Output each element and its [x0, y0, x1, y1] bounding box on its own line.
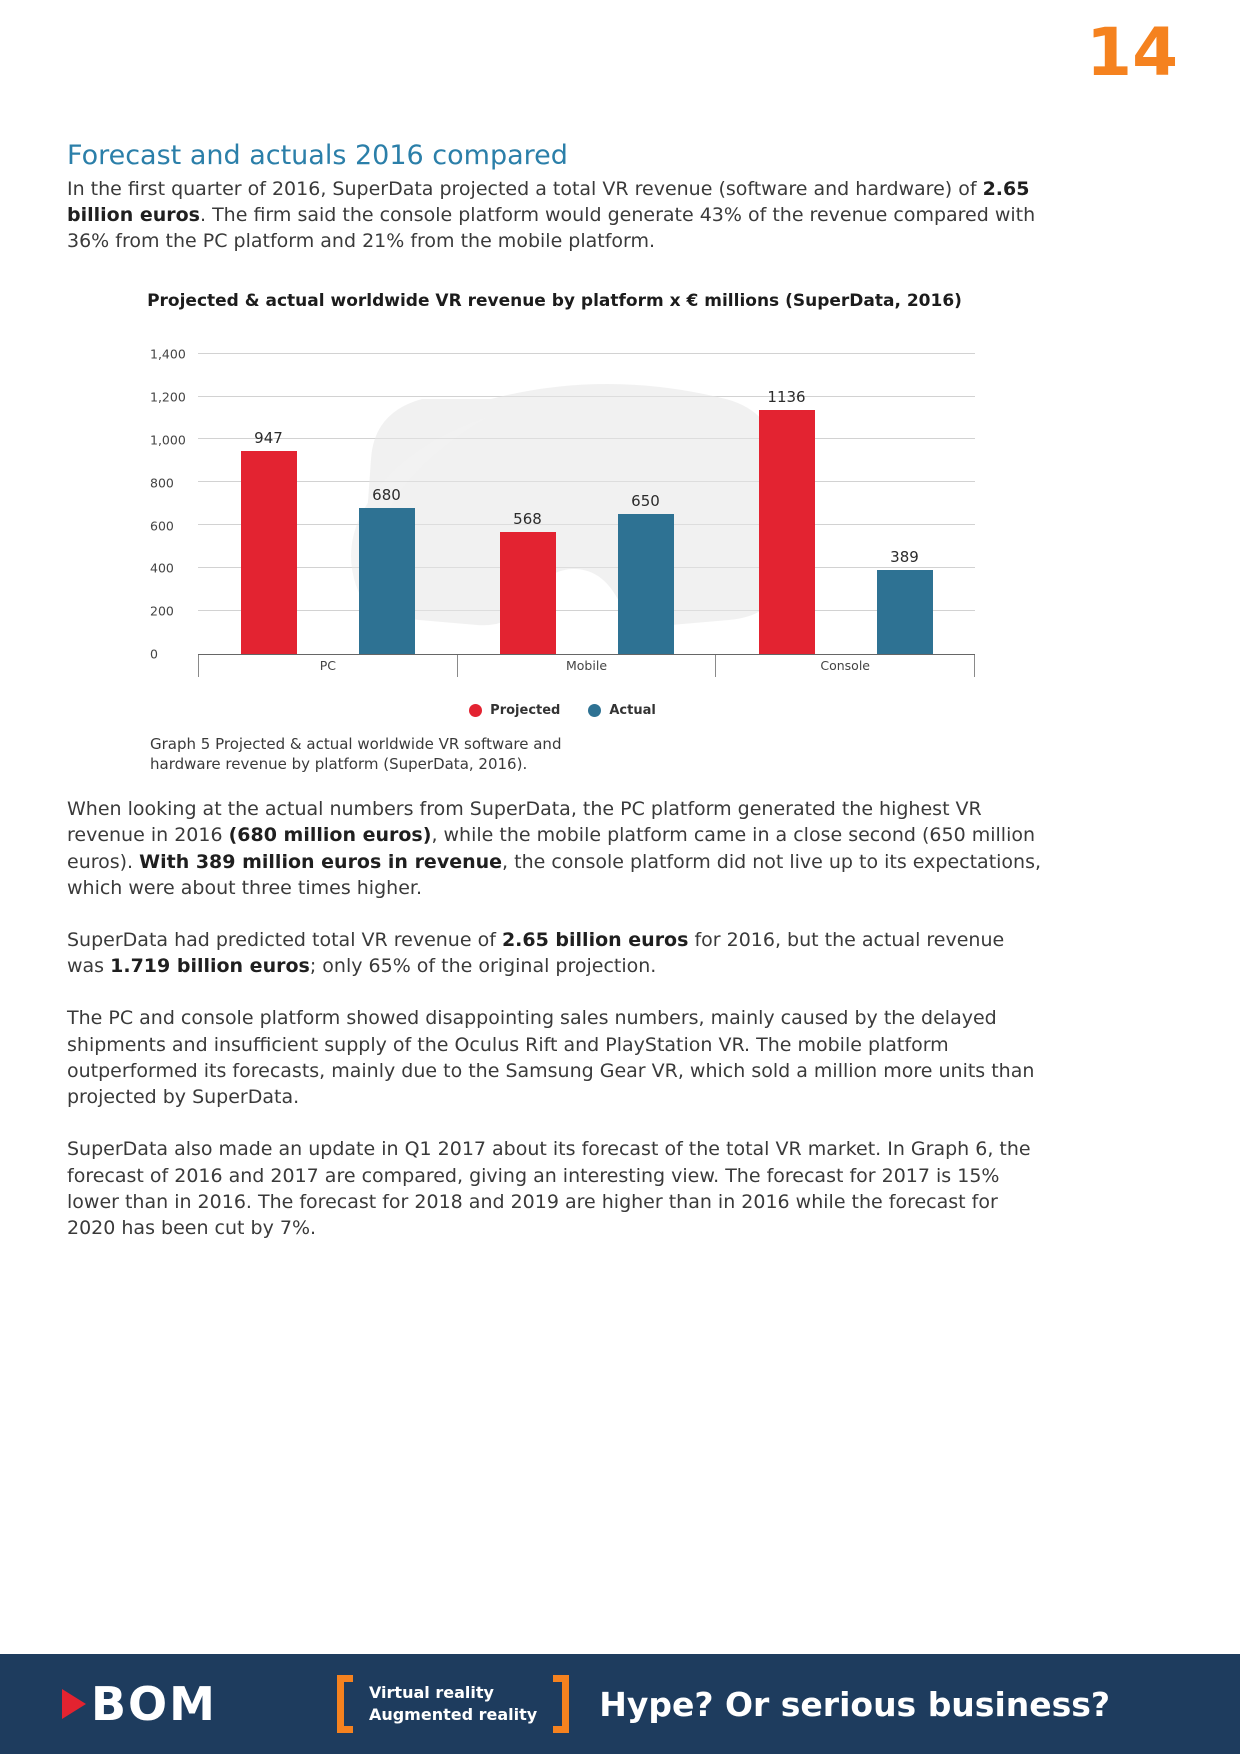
legend-item-projected: Projected: [469, 703, 560, 718]
bar-projected-mobile: [499, 531, 556, 654]
page-content: Forecast and actuals 2016 compared In th…: [67, 140, 1042, 1241]
chart-group-mobile: 568 650: [457, 355, 716, 654]
tagline-line2: Augmented reality: [368, 1705, 538, 1724]
y-tick-label: 400: [150, 560, 174, 576]
chart-legend: Projected Actual: [150, 703, 975, 718]
bar-actual-console: [876, 570, 933, 654]
footer-headline: Hype? Or serious business?: [599, 1684, 1111, 1724]
bom-logo: BOM: [62, 1681, 217, 1727]
bracket-left-icon: [336, 1675, 353, 1733]
legend-item-actual: Actual: [588, 702, 656, 718]
y-tick-label: 200: [150, 603, 174, 619]
bar-column: 680: [358, 485, 415, 654]
footer-tagline: Virtual reality Augmented reality: [336, 1675, 570, 1733]
x-axis-label-console: Console: [715, 654, 974, 677]
page-number: 14: [1086, 14, 1178, 91]
gridline: [198, 609, 975, 611]
bar-actual-pc: [358, 507, 415, 654]
paragraph-4: SuperData also made an update in Q1 2017…: [67, 1138, 1031, 1239]
bar-actual-mobile: [617, 514, 674, 654]
section-heading: Forecast and actuals 2016 compared: [67, 140, 568, 171]
paragraph-3: The PC and console platform showed disap…: [67, 1007, 1035, 1109]
body-text: When looking at the actual numbers from …: [67, 796, 1042, 1241]
y-tick-label: 1,400: [150, 346, 186, 362]
gridline: [198, 352, 975, 354]
legend-label: Actual: [609, 702, 656, 718]
bar-column: 947: [240, 428, 297, 654]
y-tick-label: 600: [150, 517, 174, 533]
footer: BOM Virtual reality Augmented reality Hy…: [0, 1654, 1240, 1754]
chart-bars: 947 680 568 650 1136 389: [198, 355, 975, 654]
legend-dot-actual: [588, 703, 602, 717]
bar-column: 650: [617, 492, 674, 654]
bar-value-label: 1136: [767, 388, 806, 407]
tagline-text: Virtual reality Augmented reality: [353, 1682, 553, 1725]
y-tick-label: 1,200: [150, 389, 186, 405]
legend-dot-projected: [469, 703, 483, 717]
chart-caption: Graph 5 Projected & actual worldwide VR …: [150, 734, 562, 773]
bar-projected-pc: [240, 450, 297, 654]
intro-paragraph: In the first quarter of 2016, SuperData …: [67, 178, 1036, 253]
bar-value-label: 947: [254, 428, 283, 447]
bar-value-label: 389: [890, 548, 919, 567]
chart-group-pc: 947 680: [198, 355, 457, 654]
bar-value-label: 568: [513, 509, 542, 528]
bar-column: 1136: [758, 388, 815, 654]
tagline-line1: Virtual reality: [368, 1683, 494, 1703]
y-tick-label: 0: [150, 646, 158, 662]
bom-logo-triangle-icon: [62, 1689, 86, 1719]
x-axis-label-pc: PC: [198, 654, 457, 677]
paragraph-2: SuperData had predicted total VR revenue…: [67, 929, 1005, 978]
chart: Projected & actual worldwide VR revenue …: [67, 291, 1042, 775]
legend-label: Projected: [490, 702, 561, 718]
chart-plot: 947 680 568 650 1136 389: [198, 352, 975, 655]
y-tick-label: 800: [150, 474, 174, 490]
y-tick-label: 1,000: [150, 432, 186, 448]
bracket-right-icon: [553, 1675, 570, 1733]
bar-value-label: 680: [372, 485, 401, 504]
chart-area: 1,400 1,200 1,000 800 600 400 200 0 947 680 568 65…: [150, 348, 975, 718]
chart-title: Projected & actual worldwide VR revenue …: [147, 290, 962, 311]
paragraph-1: When looking at the actual numbers from …: [67, 798, 1042, 899]
bom-logo-text: BOM: [91, 1677, 217, 1731]
bar-column: 389: [876, 548, 933, 654]
x-axis-label-mobile: Mobile: [456, 654, 716, 677]
bar-value-label: 650: [631, 492, 660, 511]
bar-projected-console: [758, 410, 815, 654]
chart-y-axis: 1,400 1,200 1,000 800 600 400 200 0: [150, 348, 198, 660]
bar-column: 568: [499, 509, 556, 654]
chart-x-axis: PC Mobile Console: [198, 654, 975, 677]
chart-group-console: 1136 389: [716, 355, 975, 654]
